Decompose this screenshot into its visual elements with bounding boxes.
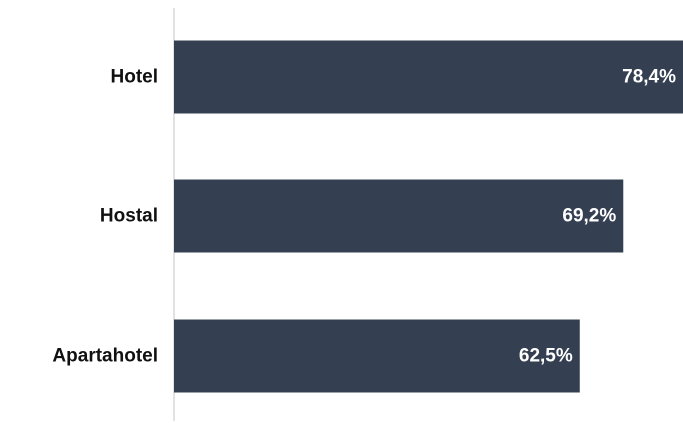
category-label-hostal: Hostal <box>100 206 158 227</box>
bar-hostal <box>174 179 624 253</box>
value-label-hostal: 69,2% <box>562 206 616 227</box>
category-label-apartahotel: Apartahotel <box>52 346 158 367</box>
value-label-apartahotel: 62,5% <box>519 346 573 367</box>
bar-apartahotel <box>174 319 580 393</box>
bar-hotel <box>174 40 683 114</box>
bars-group <box>174 40 683 393</box>
value-label-hotel: 78,4% <box>622 67 676 88</box>
labels-group: Hotel 78,4% Hostal 69,2% Apartahotel 62,5% <box>52 67 676 367</box>
category-label-hotel: Hotel <box>111 67 159 88</box>
